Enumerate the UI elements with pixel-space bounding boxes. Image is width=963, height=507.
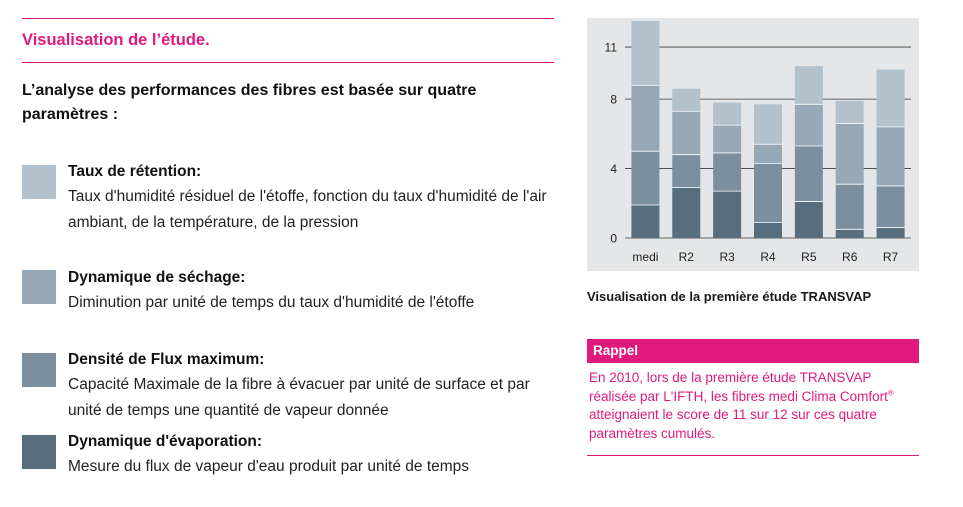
rappel-bottom-rule xyxy=(587,455,919,456)
parameter-name: Dynamique d'évaporation: xyxy=(68,433,263,450)
rappel-text-before: En 2010, lors de la première étude TRANS… xyxy=(589,370,888,404)
bar-segment-R5-2 xyxy=(794,104,823,146)
title-top-rule xyxy=(22,18,554,19)
chart-svg: 0 4 8 11 medi R2 R3 R4 R5 R6 R7 xyxy=(605,21,911,264)
rappel-title: Rappel xyxy=(587,339,919,363)
x-tick-label: R3 xyxy=(719,250,735,264)
x-tick-label: R4 xyxy=(760,250,776,264)
bar-segment-R4-3 xyxy=(754,104,782,145)
y-tick-label: 0 xyxy=(610,232,617,246)
parameter-drying: Dynamique de séchage: Diminution par uni… xyxy=(22,265,562,337)
parameter-retention: Taux de rétention: Taux d'humidité résid… xyxy=(22,159,562,255)
parameter-flux: Densité de Flux maximum: Capacité Maxima… xyxy=(22,347,562,419)
parameter-description: Mesure du flux de vapeur d'eau produit p… xyxy=(68,458,470,475)
bar-segment-R3-0 xyxy=(713,191,742,238)
bar-segment-R4-0 xyxy=(754,222,782,238)
x-tick-label: R2 xyxy=(679,250,695,264)
legend-swatch-evaporation xyxy=(22,435,56,469)
bar-segment-medi-2 xyxy=(631,85,660,152)
bar-segment-R7-1 xyxy=(876,185,905,228)
intro-text: L’analyse des performances des fibres es… xyxy=(22,82,477,123)
bar-segment-R7-0 xyxy=(876,227,905,238)
chart-caption: Visualisation de la première étude TRANS… xyxy=(587,289,872,304)
legend-swatch-retention xyxy=(22,165,56,199)
bar-segment-R6-3 xyxy=(835,100,864,124)
rappel-text: En 2010, lors de la première étude TRANS… xyxy=(589,369,919,443)
section-title: Visualisation de l’étude. xyxy=(22,31,210,49)
bar-segment-R7-2 xyxy=(876,126,905,186)
x-tick-label: R5 xyxy=(801,250,817,264)
bar-segment-R6-0 xyxy=(835,229,864,238)
bar-segment-R4-2 xyxy=(754,144,782,164)
bar-segment-R2-1 xyxy=(672,154,701,188)
y-tick-label: 8 xyxy=(610,93,617,107)
bar-segment-R3-3 xyxy=(713,102,742,126)
parameter-evaporation: Dynamique d'évaporation: Mesure du flux … xyxy=(22,429,562,481)
bar-segment-R7-3 xyxy=(876,69,905,127)
parameter-description: Diminution par unité de temps du taux d'… xyxy=(68,294,475,311)
bar-segment-R6-1 xyxy=(835,184,864,230)
y-tick-label: 11 xyxy=(605,41,618,55)
parameter-description: Capacité Maximale de la fibre à évacuer … xyxy=(68,376,530,419)
bar-segment-R2-2 xyxy=(672,111,701,155)
bar-segment-medi-1 xyxy=(631,151,660,206)
parameter-name: Dynamique de séchage: xyxy=(68,269,246,286)
title-bottom-rule xyxy=(22,62,554,63)
bar-segment-R2-0 xyxy=(672,187,701,238)
bar-segment-R2-3 xyxy=(672,88,701,112)
bar-segment-R3-1 xyxy=(713,152,742,192)
bar-segment-R5-1 xyxy=(794,145,823,202)
rappel-text-after: atteignaient le score de 11 sur 12 sur c… xyxy=(589,407,877,441)
parameter-name: Taux de rétention: xyxy=(68,163,202,180)
parameter-name: Densité de Flux maximum: xyxy=(68,351,265,368)
bar-segment-R6-2 xyxy=(835,123,864,185)
parameter-description: Taux d'humidité résiduel de l'étoffe, fo… xyxy=(68,188,547,231)
legend-swatch-drying xyxy=(22,270,56,304)
bar-segment-R5-0 xyxy=(794,201,823,238)
x-tick-label: R6 xyxy=(842,250,858,264)
x-tick-label: R7 xyxy=(883,250,899,264)
registered-mark: ® xyxy=(887,388,894,397)
stacked-bar-chart: 0 4 8 11 medi R2 R3 R4 R5 R6 R7 xyxy=(587,18,919,271)
bar-segment-medi-0 xyxy=(631,205,660,238)
legend-swatch-flux xyxy=(22,353,56,387)
bar-segment-R5-3 xyxy=(794,66,823,105)
y-tick-label: 4 xyxy=(610,162,617,176)
bar-segment-medi-3 xyxy=(631,21,660,86)
bar-segment-R4-1 xyxy=(754,163,782,223)
x-tick-label: medi xyxy=(632,250,658,264)
bar-segment-R3-2 xyxy=(713,125,742,153)
